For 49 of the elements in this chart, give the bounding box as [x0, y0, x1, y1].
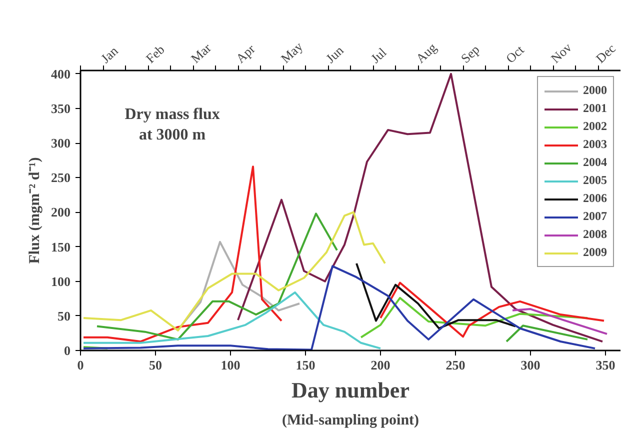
- text: Oct: [502, 42, 528, 66]
- line-series: [82, 291, 382, 350]
- x-tick-label: 200: [370, 358, 390, 372]
- legend-label: 2002: [583, 119, 607, 134]
- x-tick-label: 0: [77, 358, 84, 372]
- text: Dec: [592, 40, 619, 66]
- text: Jan: [98, 42, 122, 66]
- text: (Mid-sampling point): [282, 412, 420, 428]
- text: Nov: [548, 39, 575, 66]
- legend-label: 2006: [583, 191, 607, 206]
- x-tick-label: 250: [446, 358, 466, 372]
- legend-label: 2001: [583, 101, 607, 116]
- y-tick-label: 200: [51, 204, 70, 220]
- legend-label: 2008: [583, 227, 607, 242]
- legend-label: 2004: [583, 155, 607, 170]
- y-tick-label: 150: [51, 239, 70, 254]
- text: Sep: [458, 42, 482, 66]
- legend-label: 2003: [583, 137, 607, 152]
- x-tick-label: 50: [149, 358, 162, 372]
- text: Jun: [322, 42, 347, 66]
- line-series: [356, 262, 516, 330]
- x-axis-title: Day number: [292, 378, 410, 402]
- y-tick-label: 0: [64, 343, 70, 358]
- x-tick-label: 150: [296, 358, 316, 372]
- text: Apr: [232, 40, 258, 66]
- line-series: [512, 308, 608, 335]
- legend-label: 2009: [583, 245, 607, 260]
- y-tick-label: 50: [58, 308, 70, 324]
- x-tick-label: 300: [520, 358, 540, 372]
- text: Aug: [412, 39, 440, 66]
- legend-label: 2000: [583, 83, 607, 98]
- legend-label: 2005: [583, 173, 607, 188]
- x-tick-label: 350: [596, 358, 616, 372]
- text: May: [278, 38, 306, 66]
- y-tick-label: 300: [51, 136, 70, 151]
- y-tick-label: 250: [51, 170, 70, 186]
- text: Jul: [368, 44, 390, 66]
- x-tick-label: 100: [220, 358, 240, 372]
- text: Mar: [188, 40, 214, 66]
- y-tick-label: 350: [51, 101, 70, 116]
- text: Feb: [142, 42, 168, 66]
- line-series: [177, 240, 300, 331]
- legend-label: 2007: [583, 209, 607, 224]
- line-series: [82, 211, 386, 332]
- y-axis-title: Flux (mgm⁻² d⁻¹): [27, 157, 43, 264]
- y-tick-label: 100: [51, 274, 70, 289]
- annotation: Dry mass flux at 3000 m: [124, 106, 220, 144]
- line-series: [82, 265, 596, 350]
- y-tick-label: 400: [51, 66, 70, 82]
